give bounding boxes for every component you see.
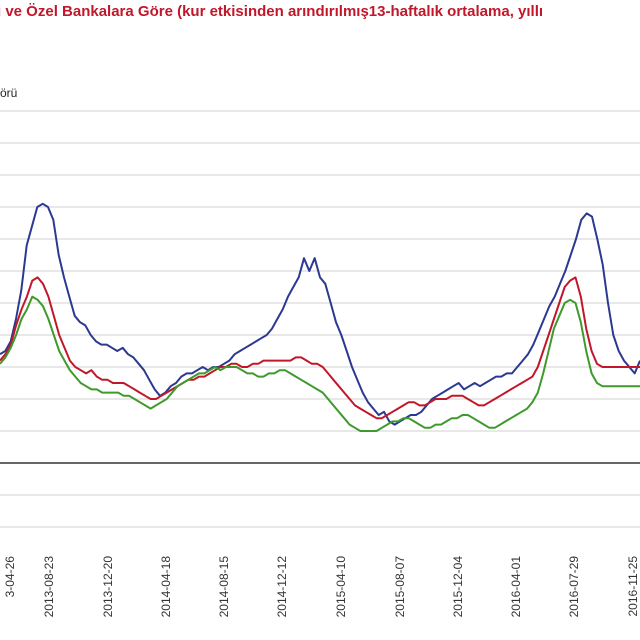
x-tick-label: 2016-11-25 [626, 556, 640, 617]
x-axis-ticks: 3-04-26 2013-08-23 2013-12-20 2014-04-18 201… [3, 556, 640, 618]
chart-title: u ve Özel Bankalara Göre (kur etkisinden… [0, 3, 544, 20]
x-tick-label: 2014-12-12 [275, 556, 289, 618]
series-line-2 [0, 276, 640, 420]
series-line-3 [0, 295, 640, 432]
x-tick-label: 2013-08-23 [42, 556, 56, 618]
x-tick-label: 3-04-26 [3, 556, 17, 598]
x-tick-label: 2015-04-10 [334, 556, 348, 618]
x-tick-label: 2014-04-18 [159, 556, 173, 618]
grid-lines [0, 110, 640, 528]
x-tick-label: 2014-08-15 [217, 556, 231, 618]
series-line-1 [0, 202, 640, 426]
x-tick-label: 2015-08-07 [393, 556, 407, 618]
x-tick-label: 2013-12-20 [101, 556, 115, 618]
x-tick-label: 2016-07-29 [567, 556, 581, 618]
chart-series [0, 202, 640, 432]
y-axis-label: örü [0, 86, 18, 100]
x-tick-label: 2015-12-04 [451, 556, 465, 618]
x-tick-label: 2016-04-01 [509, 556, 523, 618]
